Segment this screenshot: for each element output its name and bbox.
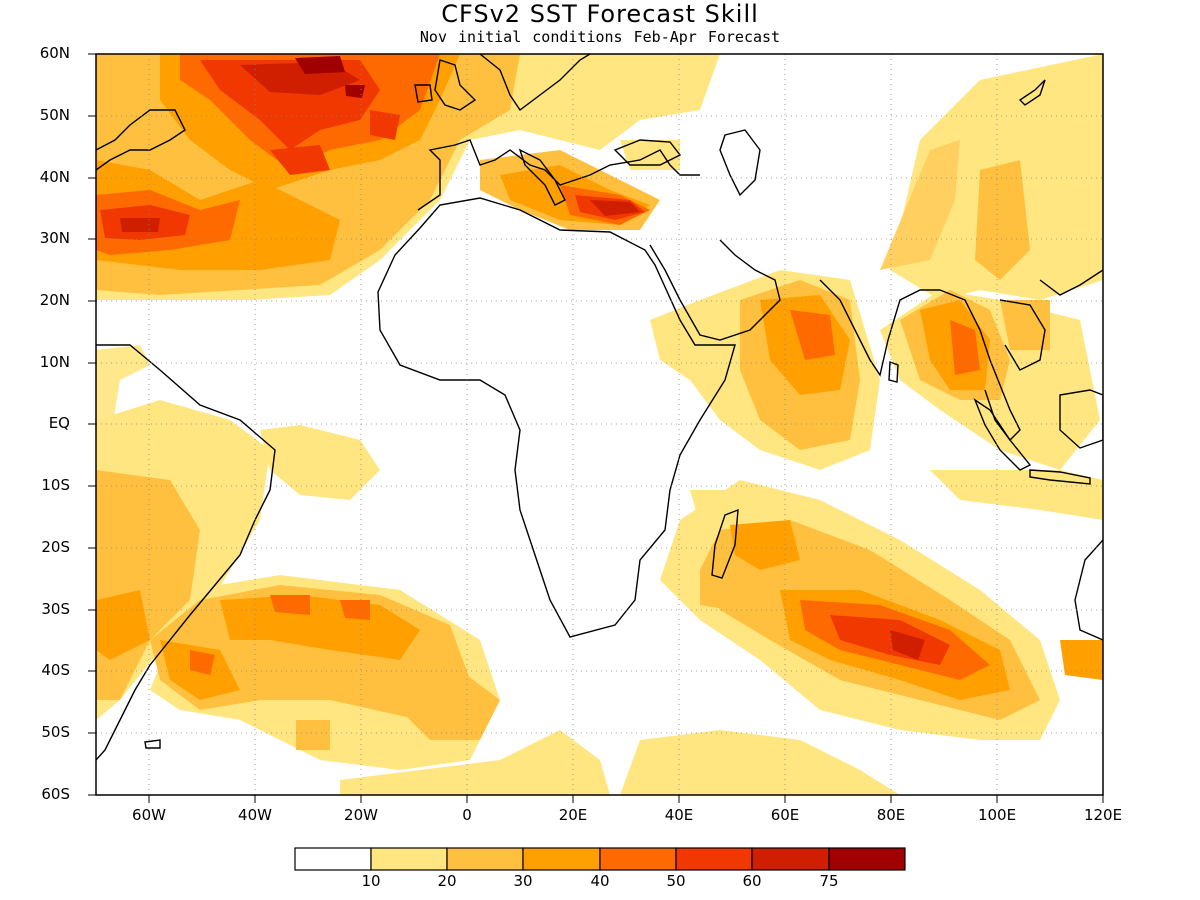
coastlines (96, 54, 1103, 761)
colorbar-bin-5 (675, 847, 753, 871)
lon-label-80e: 80E (876, 806, 906, 824)
africa-coastline (377, 197, 736, 638)
south-america-coastline (96, 344, 276, 761)
colorbar-label-40: 40 (590, 872, 610, 890)
lat-label-20s: 20S (41, 538, 70, 556)
caspian-coastline (719, 129, 761, 197)
india-coastline (819, 279, 940, 377)
lat-label-10s: 10S (41, 476, 70, 494)
colorbar-bin-6 (751, 847, 830, 871)
colorbar-label-50: 50 (666, 872, 686, 890)
europe-coastline (417, 139, 700, 211)
colorbar-bin-1 (370, 847, 448, 871)
lon-label-100e: 100E (977, 806, 1017, 824)
colorbar-label-60: 60 (742, 872, 762, 890)
lat-label-eq: EQ (48, 414, 70, 432)
british-isles-coastline (434, 59, 477, 111)
madagascar-coastline (711, 508, 739, 579)
lon-label-60e: 60E (770, 806, 800, 824)
arabia-coastline (649, 239, 781, 341)
lat-label-20n: 20N (39, 291, 70, 309)
lat-label-10n: 10N (39, 353, 70, 371)
north-america-coastline (96, 109, 186, 171)
axis-ticks (88, 53, 1104, 803)
lat-label-60s: 60S (41, 785, 70, 803)
lat-label-50s: 50S (41, 723, 70, 741)
asia-north-coastline (1039, 269, 1103, 296)
chart-subtitle: Nov initial conditions Feb-Apr Forecast (419, 28, 781, 46)
lon-label-20w: 20W (344, 806, 378, 824)
colorbar-bin-3 (522, 847, 601, 871)
sri-lanka-coastline (888, 361, 899, 383)
colorbar-label-10: 10 (361, 872, 381, 890)
north-europe-coastline (479, 54, 591, 112)
lon-label-20e: 20E (558, 806, 588, 824)
colorbar-bin-2 (446, 847, 524, 871)
indochina-coastline (999, 299, 1046, 371)
lon-label-40w: 40W (238, 806, 272, 824)
lon-label-0: 0 (462, 806, 472, 824)
colorbar-bin-4 (599, 847, 677, 871)
lon-label-120e: 120E (1083, 806, 1123, 824)
lon-label-40e: 40E (664, 806, 694, 824)
lat-label-30n: 30N (39, 229, 70, 247)
australia-coastline (1074, 539, 1103, 641)
lon-label-60w: 60W (132, 806, 166, 824)
colorbar-label-20: 20 (437, 872, 457, 890)
contour-level-75-plus (295, 56, 365, 98)
colorbar-label-75: 75 (819, 872, 839, 890)
colorbar (294, 847, 906, 871)
colorbar-label-30: 30 (513, 872, 533, 890)
lat-label-40n: 40N (39, 168, 70, 186)
lat-label-40s: 40S (41, 661, 70, 679)
falklands-coastline (144, 739, 161, 749)
lat-label-30s: 30S (41, 600, 70, 618)
black-sea-coastline (613, 139, 682, 166)
colorbar-bin-0 (294, 847, 372, 871)
japan-coastline (1018, 79, 1046, 106)
borneo-coastline (1059, 389, 1103, 449)
sumatra-coastline (973, 398, 1032, 471)
chart-title: CFSv2 SST Forecast Skill (441, 0, 759, 28)
colorbar-bin-7 (828, 847, 906, 871)
ireland-coastline (414, 84, 433, 103)
skill-contours (96, 54, 1103, 795)
lat-label-60n: 60N (39, 44, 70, 62)
italy-coastline (518, 148, 566, 206)
java-coastline (1029, 469, 1091, 485)
lat-label-50n: 50N (39, 106, 70, 124)
graticule (96, 54, 1103, 795)
